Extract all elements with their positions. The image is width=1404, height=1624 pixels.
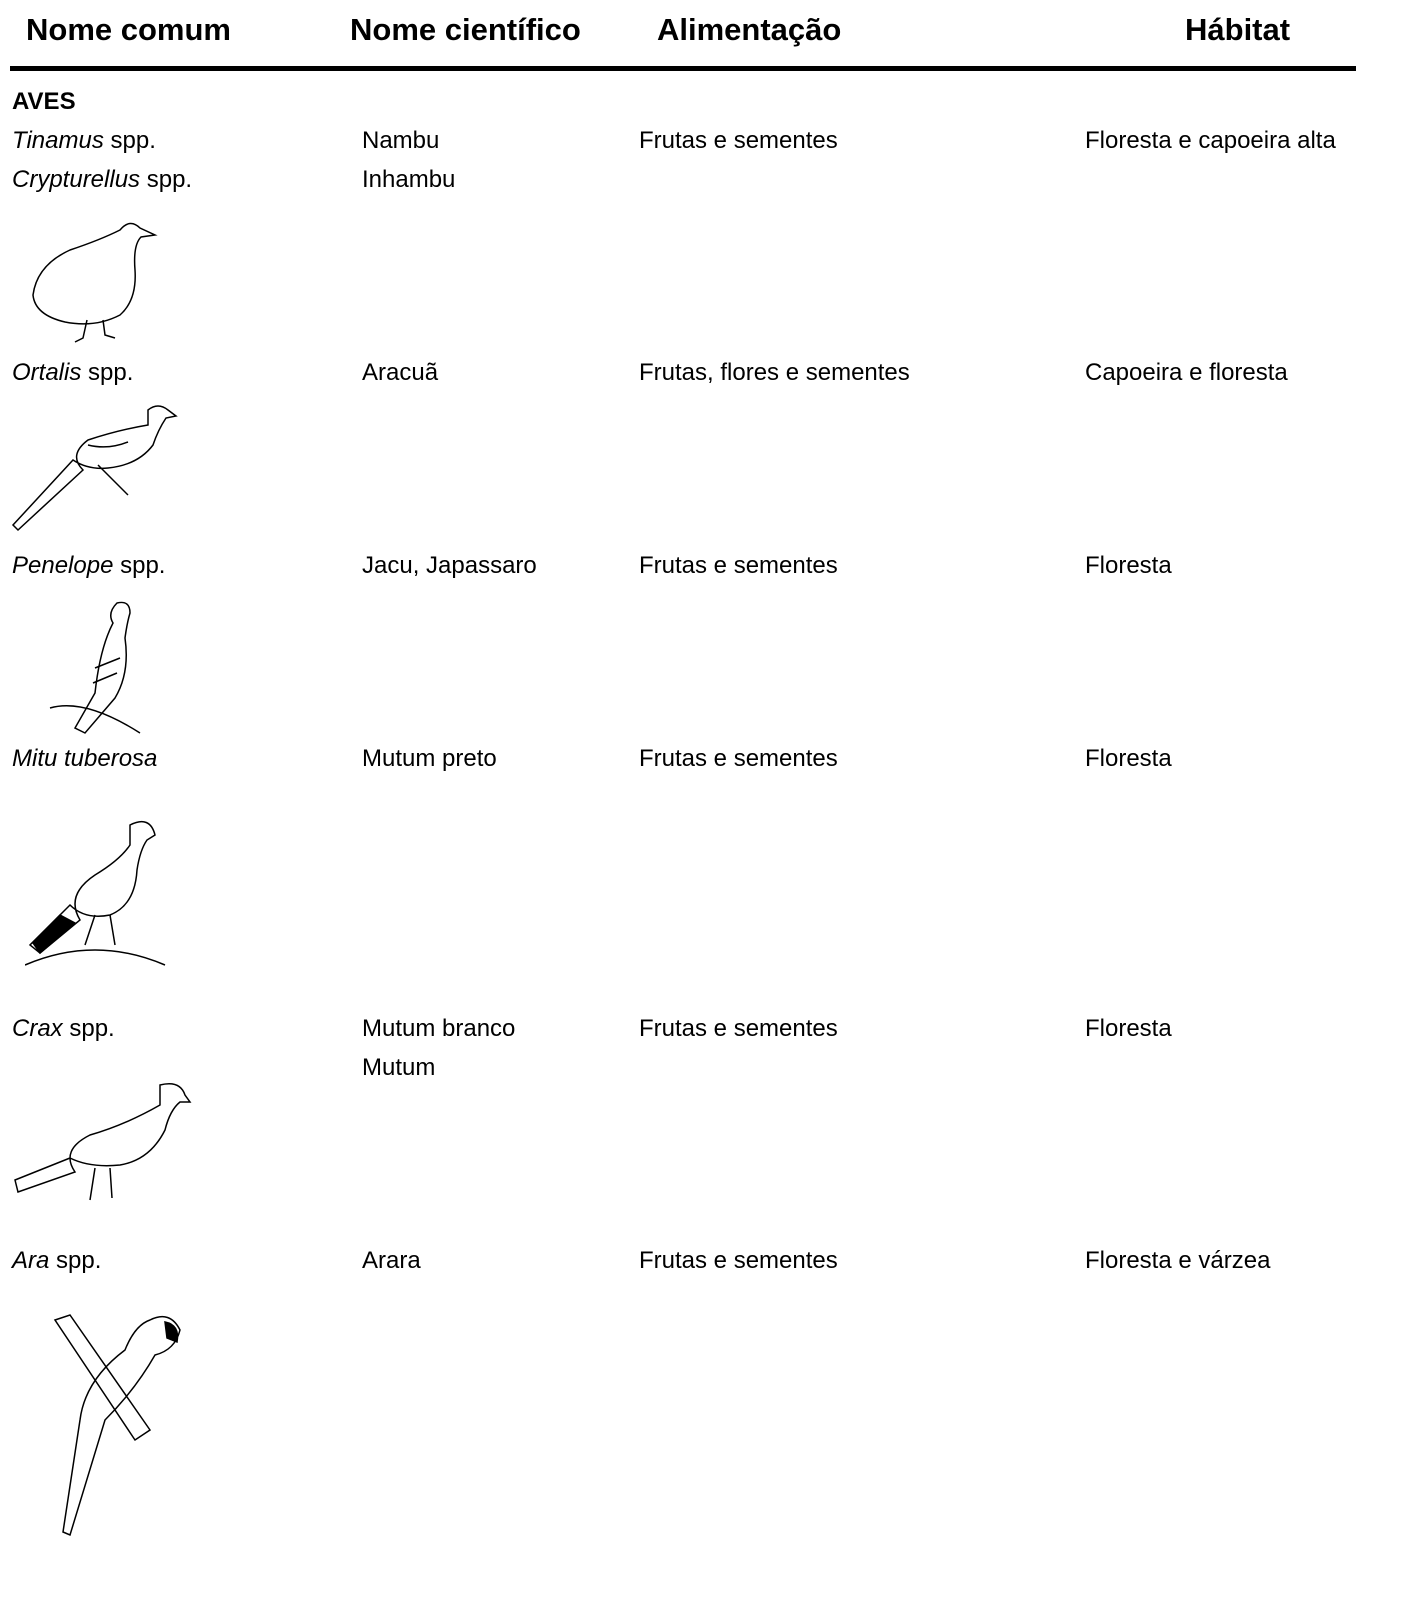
common-name: Aracuã — [362, 359, 439, 386]
common-name: Inhambu — [362, 166, 456, 193]
genus: Ortalis — [12, 359, 82, 386]
habitat: Floresta — [1085, 552, 1172, 579]
scientific-name: Penelope spp. — [12, 552, 165, 580]
common-name: Mutum — [362, 1054, 436, 1081]
scientific-name: Ortalis spp. — [12, 359, 133, 387]
habitat: Capoeira e floresta — [1085, 359, 1288, 386]
qualifier: spp. — [56, 1247, 102, 1274]
scientific-name: Mitu tuberosa — [12, 745, 157, 773]
genus: Penelope — [12, 552, 114, 579]
bird-illustration — [53, 1314, 181, 1537]
header-rule — [10, 66, 1356, 71]
column-header: Hábitat — [1185, 12, 1291, 47]
common-name: Nambu — [362, 127, 440, 154]
common-name: Mutum branco — [362, 1015, 516, 1042]
qualifier: spp. — [120, 552, 166, 579]
qualifier: spp. — [146, 166, 193, 193]
scientific-name: Crypturellus spp. — [12, 166, 192, 194]
common-name: Jacu, Japassaro — [362, 552, 537, 579]
genus: Crypturellus — [12, 166, 141, 193]
bird-illustration — [25, 820, 166, 966]
qualifier: spp. — [88, 359, 134, 386]
diet: Frutas e sementes — [639, 127, 838, 154]
genus: Ara — [12, 1247, 50, 1274]
bird-illustration — [49, 601, 141, 734]
diet: Frutas, flores e sementes — [639, 359, 910, 386]
column-header: Nome comum — [26, 12, 231, 47]
bird-illustration — [14, 1083, 192, 1201]
diet: Frutas e sementes — [639, 1015, 838, 1042]
habitat: Floresta e capoeira alta — [1085, 127, 1336, 154]
habitat: Floresta — [1085, 745, 1172, 772]
common-name: Arara — [362, 1247, 421, 1274]
diet: Frutas e sementes — [639, 745, 838, 772]
genus: Tinamus — [12, 127, 104, 154]
genus: Crax — [12, 1015, 63, 1042]
column-header: Alimentação — [657, 12, 842, 47]
genus: Mitu tuberosa — [12, 745, 158, 772]
diet: Frutas e sementes — [639, 1247, 838, 1274]
qualifier: spp. — [69, 1015, 115, 1042]
section-title: AVES — [12, 88, 76, 115]
habitat: Floresta — [1085, 1015, 1172, 1042]
column-header: Nome científico — [350, 12, 581, 47]
common-name: Mutum preto — [362, 745, 497, 772]
habitat: Floresta e várzea — [1085, 1247, 1271, 1274]
scientific-name: Tinamus spp. — [12, 127, 156, 155]
scientific-name: Ara spp. — [12, 1247, 101, 1275]
bird-illustration — [32, 222, 158, 343]
scientific-name: Crax spp. — [12, 1015, 115, 1043]
qualifier: spp. — [110, 127, 156, 154]
diet: Frutas e sementes — [639, 552, 838, 579]
bird-illustration — [11, 405, 178, 532]
